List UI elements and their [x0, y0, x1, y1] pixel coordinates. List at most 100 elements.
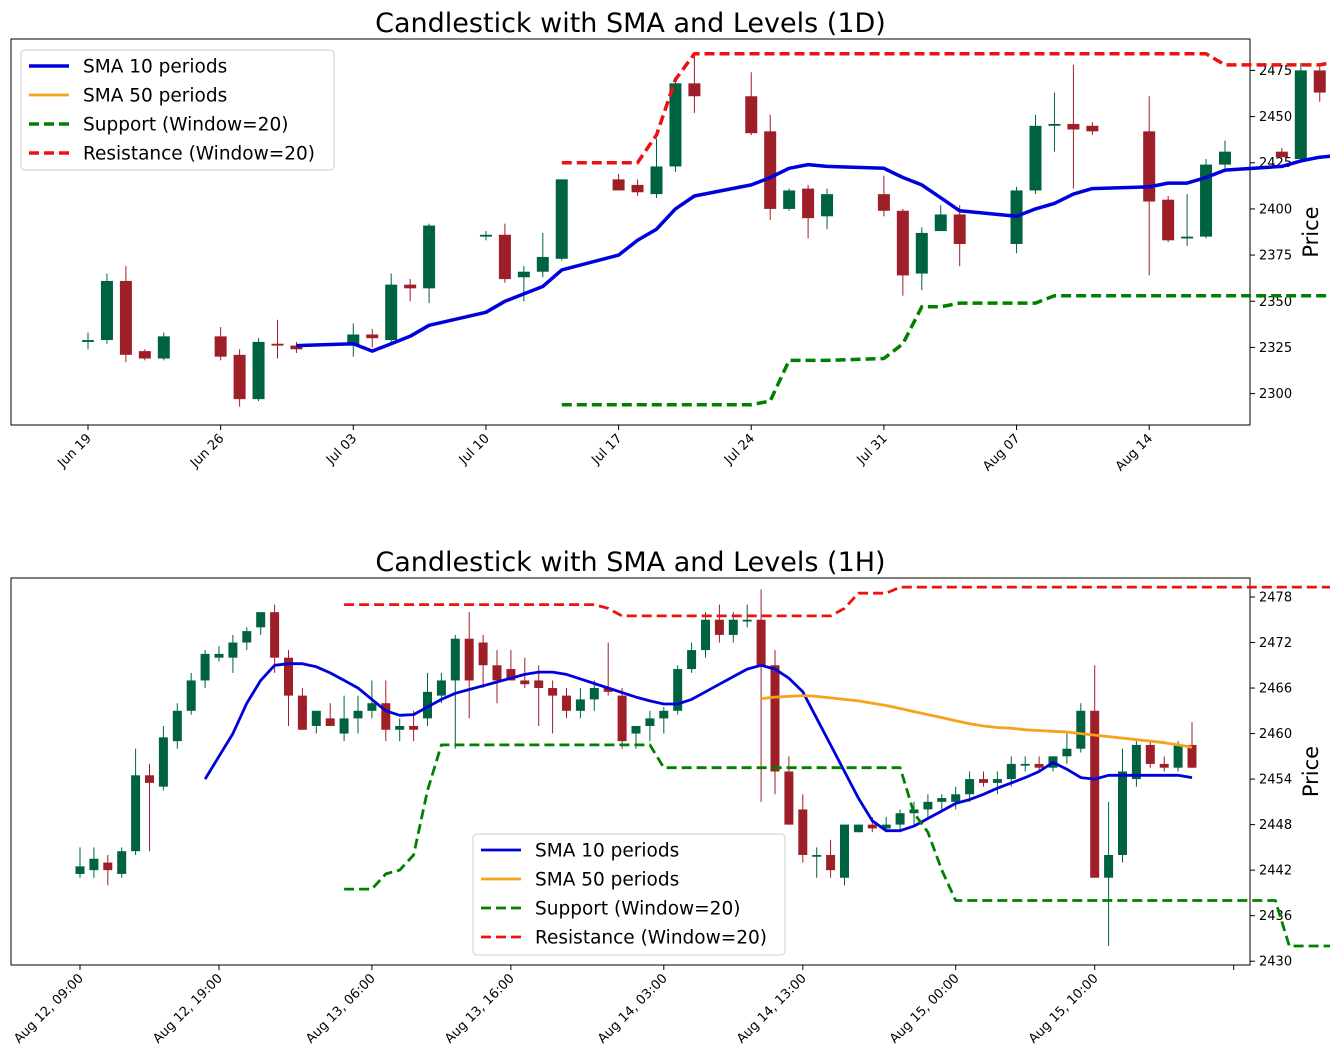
candle-body — [1131, 744, 1141, 780]
candle-body — [812, 854, 822, 857]
y-tick-label: 2375 — [1259, 249, 1292, 264]
legend-label: SMA 10 periods — [535, 841, 679, 862]
chart-title: Candlestick with SMA and Levels (1H) — [375, 547, 885, 578]
candle-body — [325, 718, 335, 726]
candle-body — [1086, 125, 1099, 132]
plot-frame — [10, 38, 1251, 426]
candle-body — [89, 858, 99, 871]
candle-body — [617, 695, 627, 742]
candle-body — [881, 824, 891, 829]
candle-body — [589, 688, 599, 700]
candle-body — [284, 657, 293, 696]
candle-body — [517, 271, 530, 278]
candle-body — [1145, 744, 1155, 764]
candle-body — [385, 284, 398, 341]
candle-body — [687, 650, 697, 670]
candle-body — [534, 680, 544, 689]
candle-body — [745, 96, 758, 134]
candle-body — [764, 131, 777, 209]
candle-body — [353, 710, 363, 719]
candle-body — [612, 179, 625, 191]
y-tick-label: 2460 — [1259, 727, 1292, 742]
series-resistance-window-20 — [561, 52, 1330, 165]
candle-body — [953, 214, 966, 245]
candle-body — [1006, 763, 1016, 780]
candle-body — [603, 688, 613, 692]
candle-body — [1173, 744, 1183, 768]
candle-body — [478, 642, 488, 666]
candle-body — [992, 779, 1002, 783]
legend-box — [20, 49, 335, 171]
candle-body — [867, 824, 877, 829]
y-tick-label: 2454 — [1259, 773, 1292, 788]
candle-body — [555, 179, 568, 259]
candle-body — [100, 280, 113, 341]
candle-body — [145, 775, 154, 783]
candle-body — [347, 334, 360, 346]
candle-body — [1067, 123, 1080, 130]
candle-body — [798, 809, 808, 855]
y-tick-label: 2325 — [1259, 341, 1292, 356]
candle-body — [214, 653, 224, 658]
candle-body — [157, 336, 170, 359]
candle-body — [1162, 199, 1175, 241]
candle-body — [915, 232, 928, 274]
y-axis-label: Price — [1299, 206, 1323, 257]
candle-body — [158, 737, 168, 787]
y-tick-label: 2436 — [1259, 909, 1292, 924]
candle-body — [214, 336, 227, 357]
candle-body — [979, 779, 988, 783]
candle-body — [1034, 763, 1044, 768]
y-tick-label: 2430 — [1259, 955, 1292, 970]
candle-body — [770, 665, 780, 772]
series-support-window-20 — [561, 293, 1330, 407]
candle-body — [367, 703, 377, 711]
candle-body — [965, 779, 975, 795]
candle-body — [366, 334, 379, 339]
y-tick-label: 2478 — [1259, 590, 1292, 605]
y-tick-label: 2300 — [1259, 387, 1292, 402]
y-tick-label: 2450 — [1259, 110, 1292, 125]
candle-body — [233, 354, 246, 400]
chart-title: Candlestick with SMA and Levels (1D) — [375, 8, 886, 39]
y-tick-label: 2350 — [1259, 295, 1292, 310]
candle-body — [103, 862, 113, 871]
series-sma-10-periods — [296, 154, 1330, 353]
candle-body — [923, 801, 933, 810]
candle-body — [1048, 123, 1061, 126]
candle-body — [826, 854, 836, 871]
candle-body — [450, 638, 460, 681]
candle-body — [252, 341, 265, 400]
candle-body — [1181, 236, 1194, 239]
candle-body — [381, 703, 391, 730]
y-axis-label: Price — [1299, 746, 1323, 797]
candle-body — [1090, 710, 1100, 878]
candle-body — [290, 345, 303, 350]
candle-body — [1118, 771, 1127, 855]
candles — [75, 589, 1197, 947]
candle-body — [200, 653, 210, 681]
candle-body — [1104, 854, 1114, 878]
candle-body — [436, 680, 446, 696]
y-tick-label: 2448 — [1259, 818, 1292, 833]
candle-body — [742, 619, 752, 622]
candle-body — [701, 619, 710, 651]
candle-body — [423, 691, 432, 719]
candle-body — [256, 612, 266, 628]
candle-body — [1200, 164, 1213, 237]
y-tick-label: 2472 — [1259, 636, 1292, 651]
candle-body — [784, 771, 794, 825]
candle-body — [395, 725, 405, 730]
series-sma-50-periods — [760, 694, 1193, 749]
candle-body — [548, 688, 558, 696]
candle-body — [562, 695, 571, 711]
candle-body — [409, 725, 419, 730]
candle-body — [498, 234, 511, 280]
legend-label: SMA 50 periods — [535, 870, 679, 891]
candle-body — [937, 798, 947, 802]
candle-body — [669, 83, 682, 167]
candle-body — [934, 214, 947, 232]
y-tick-label: 2475 — [1259, 64, 1292, 79]
candle-body — [464, 638, 474, 681]
candle-body — [117, 851, 127, 874]
